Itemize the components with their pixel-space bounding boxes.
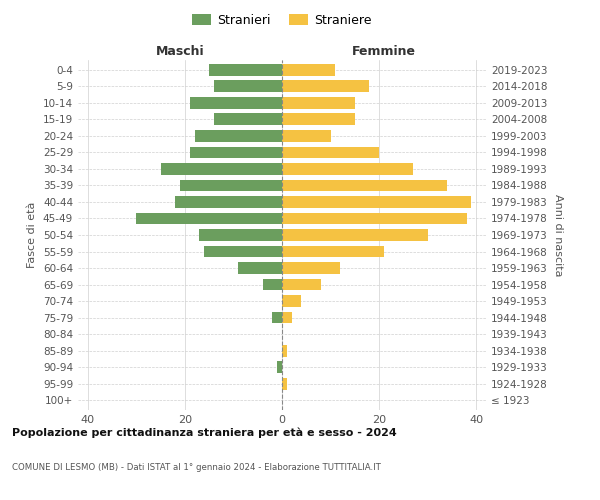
Text: Maschi: Maschi — [155, 46, 205, 59]
Bar — [282, 130, 331, 142]
Bar — [282, 80, 370, 92]
Bar — [194, 130, 282, 142]
Y-axis label: Fasce di età: Fasce di età — [28, 202, 37, 268]
Bar — [282, 262, 340, 274]
Bar — [282, 146, 379, 158]
Bar — [263, 278, 282, 290]
Bar — [277, 361, 282, 373]
Bar — [190, 146, 282, 158]
Bar — [282, 212, 467, 224]
Bar — [214, 114, 282, 126]
Bar — [282, 180, 447, 192]
Bar — [282, 278, 321, 290]
Bar — [190, 97, 282, 109]
Bar — [282, 246, 384, 258]
Bar — [214, 80, 282, 92]
Bar — [282, 114, 355, 126]
Bar — [282, 312, 292, 324]
Bar — [282, 378, 287, 390]
Bar — [282, 229, 428, 241]
Bar — [282, 64, 335, 76]
Legend: Stranieri, Straniere: Stranieri, Straniere — [187, 8, 377, 32]
Bar — [136, 212, 282, 224]
Text: Popolazione per cittadinanza straniera per età e sesso - 2024: Popolazione per cittadinanza straniera p… — [12, 428, 397, 438]
Bar — [209, 64, 282, 76]
Bar — [199, 229, 282, 241]
Text: COMUNE DI LESMO (MB) - Dati ISTAT al 1° gennaio 2024 - Elaborazione TUTTITALIA.I: COMUNE DI LESMO (MB) - Dati ISTAT al 1° … — [12, 462, 381, 471]
Bar — [272, 312, 282, 324]
Bar — [161, 163, 282, 175]
Bar — [282, 163, 413, 175]
Bar — [282, 97, 355, 109]
Y-axis label: Anni di nascita: Anni di nascita — [553, 194, 563, 276]
Bar — [175, 196, 282, 208]
Bar — [282, 344, 287, 356]
Bar — [238, 262, 282, 274]
Bar — [282, 196, 472, 208]
Bar — [282, 295, 301, 307]
Text: Femmine: Femmine — [352, 46, 416, 59]
Bar — [204, 246, 282, 258]
Bar — [180, 180, 282, 192]
